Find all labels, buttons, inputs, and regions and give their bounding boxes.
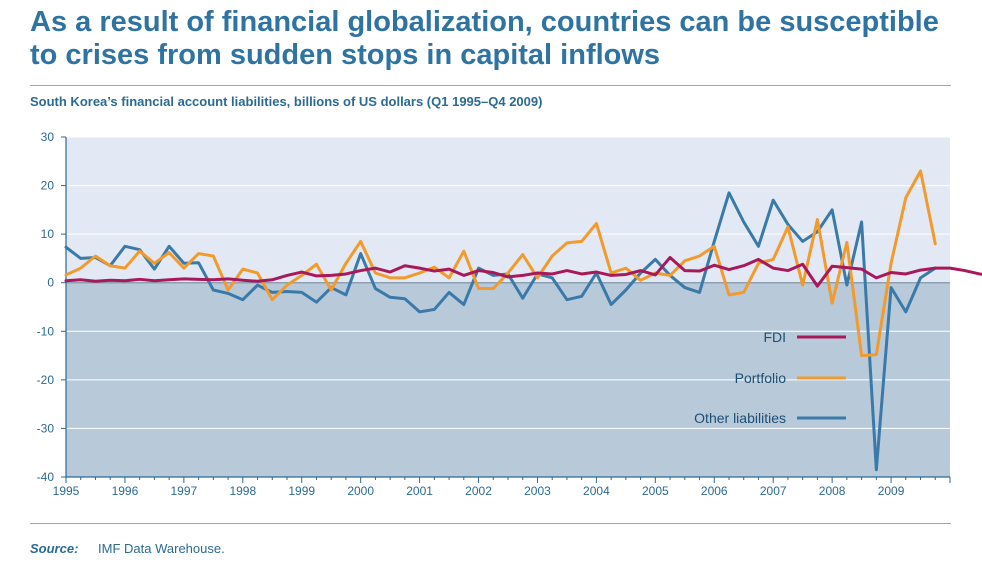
source-divider: [30, 523, 951, 524]
x-tick-label: 1995: [53, 484, 80, 498]
y-tick-label: -30: [37, 421, 55, 435]
legend-label: Portfolio: [735, 370, 787, 386]
y-tick-label: -10: [37, 324, 55, 338]
x-tick-label: 2005: [642, 484, 669, 498]
x-tick-label: 1999: [288, 484, 315, 498]
x-tick-label: 2001: [406, 484, 433, 498]
source-text: IMF Data Warehouse.: [98, 541, 225, 556]
x-tick-label: 1997: [171, 484, 198, 498]
plot-area-positive: [66, 137, 950, 283]
source-label: Source:: [30, 541, 79, 556]
x-tick-label: 2006: [701, 484, 728, 498]
page-title: As a result of financial globalization, …: [30, 6, 939, 71]
legend-label: FDI: [763, 329, 786, 345]
y-tick-label: -20: [37, 373, 55, 387]
x-tick-label: 2003: [524, 484, 551, 498]
x-tick-label: 2009: [878, 484, 905, 498]
legend-label: Other liabilities: [694, 410, 786, 426]
x-tick-label: 2007: [760, 484, 787, 498]
x-tick-label: 1998: [229, 484, 256, 498]
x-tick-label: 2000: [347, 484, 374, 498]
y-tick-label: 0: [47, 276, 54, 290]
x-tick-label: 2002: [465, 484, 492, 498]
y-tick-label: 20: [41, 179, 55, 193]
x-tick-label: 1996: [112, 484, 139, 498]
y-tick-label: 10: [41, 227, 55, 241]
chart-subtitle: South Korea’s financial account liabilit…: [30, 94, 543, 109]
series-line-fdi: [64, 255, 982, 288]
series-line-portfolio: [64, 169, 937, 358]
x-tick-label: 2008: [819, 484, 846, 498]
y-tick-label: -40: [37, 470, 55, 484]
x-tick-label: 2004: [583, 484, 610, 498]
source-note: Source: IMF Data Warehouse.: [30, 541, 225, 556]
title-divider: [30, 85, 951, 86]
y-tick-label: 30: [41, 130, 55, 144]
